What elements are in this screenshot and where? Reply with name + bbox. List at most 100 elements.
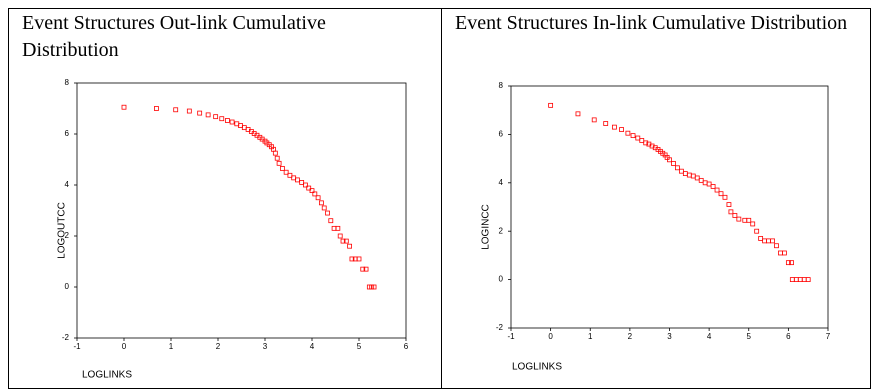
point [591,117,597,123]
x-tick-label: 3 [667,332,672,341]
point [726,202,732,207]
point [667,157,672,163]
point [789,277,795,283]
x-axis-label: LOGLINKS [82,370,132,381]
point [173,107,179,113]
point [279,166,285,171]
point [205,112,211,118]
y-tick-label: 8 [65,78,70,87]
point [754,228,760,234]
point [770,238,775,244]
point [274,155,280,161]
point [736,216,742,222]
point [801,277,807,283]
y-tick-label: 8 [499,81,504,90]
point [363,266,369,272]
x-tick-label: 4 [707,332,712,341]
point [356,256,362,262]
y-axis-label: LOGINCC [481,204,492,250]
cell-title: Event Structures In-link Cumulative Dist… [455,12,848,34]
y-tick-label: -2 [496,323,504,332]
point [318,200,324,206]
point [750,221,756,227]
x-tick-label: 6 [786,332,791,341]
y-tick-label: 0 [65,282,70,291]
point [121,104,127,110]
point [682,171,688,177]
point [349,256,355,262]
point [287,172,293,178]
point [797,277,803,283]
plot-frame [510,85,829,329]
point [154,106,159,111]
point [686,172,692,178]
point [186,108,192,114]
point [328,218,334,224]
point [315,195,321,201]
point [694,175,700,181]
y-tick-label: 6 [499,130,504,139]
point [698,177,704,183]
point [722,194,728,200]
point [335,225,341,231]
point [612,124,617,130]
y-tick-label: 4 [499,178,504,187]
point [337,233,343,239]
x-tick-label: 1 [169,342,174,351]
point [675,165,680,171]
point [789,260,794,266]
x-tick-label: 0 [548,332,553,341]
point [766,238,771,244]
x-axis-label: LOGLINKS [512,362,562,373]
cell-title: Event Structures Out-link Cumulative Dis… [22,12,326,61]
point [805,277,811,283]
point [758,236,764,241]
point [778,250,783,256]
y-tick-label: 2 [499,226,504,235]
point [306,185,312,191]
point [774,243,779,249]
point [272,150,278,156]
point [635,135,641,141]
point [224,118,230,123]
point [718,191,724,197]
y-tick-label: -2 [62,333,70,342]
point [678,168,684,174]
point [219,116,225,122]
point [710,184,716,189]
point [746,217,752,223]
point [295,177,300,183]
point [742,217,748,223]
point [690,173,696,179]
point [229,119,235,125]
point [575,111,581,117]
x-tick-label: 2 [216,342,221,351]
x-tick-label: 5 [357,342,362,351]
point [793,277,799,283]
x-tick-label: -1 [507,332,515,341]
point [347,243,353,249]
point [299,180,305,185]
y-tick-label: 2 [65,231,70,240]
x-tick-label: 1 [588,332,593,341]
point [706,181,712,187]
y-axis-label: LOGOUTCC [57,202,68,259]
point [639,138,645,143]
point [785,260,791,266]
point [643,140,649,146]
x-tick-label: 3 [263,342,268,351]
x-tick-label: 4 [310,342,315,351]
table-border [8,8,871,389]
point [762,238,767,244]
point [548,102,554,108]
x-tick-label: 6 [404,342,409,351]
point [197,110,203,116]
point [782,250,787,256]
point [309,188,315,194]
plot-frame [76,82,407,339]
point [371,284,377,290]
point [325,210,330,216]
y-tick-label: 6 [65,129,70,138]
point [619,127,624,132]
